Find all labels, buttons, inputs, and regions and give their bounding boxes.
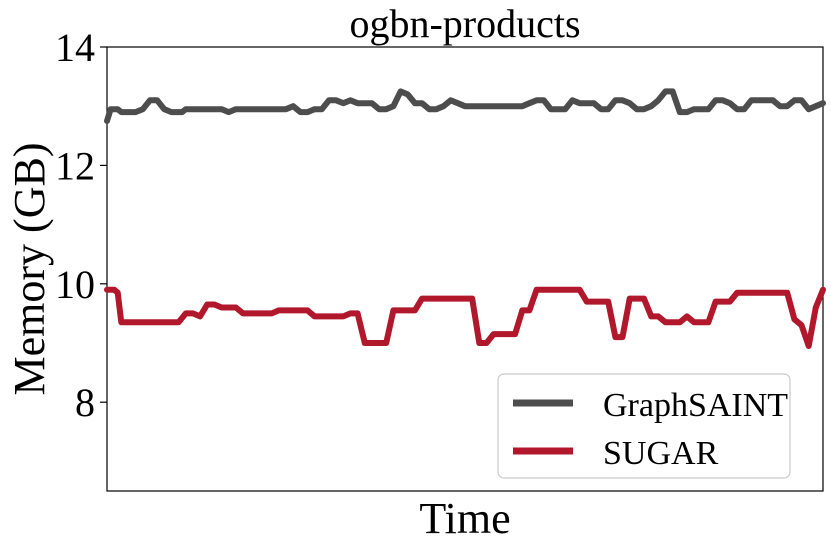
y-axis-ticks: 8 10 12 14 xyxy=(55,25,107,425)
chart-title: ogbn-products xyxy=(349,1,580,46)
series-lines xyxy=(104,88,826,349)
legend-label-sugar: SUGAR xyxy=(603,435,719,472)
series-line-graphsaint xyxy=(104,88,826,124)
x-axis-label: Time xyxy=(419,494,510,543)
legend-label-graphsaint: GraphSAINT xyxy=(603,387,788,424)
y-tick-label: 8 xyxy=(75,380,95,425)
y-tick-label: 12 xyxy=(55,143,95,188)
y-tick-label: 14 xyxy=(55,25,95,70)
legend: GraphSAINT SUGAR xyxy=(497,373,791,479)
series-line-sugar xyxy=(104,286,826,349)
y-axis-label: Memory (GB) xyxy=(5,143,54,396)
y-tick-label: 10 xyxy=(55,262,95,307)
plot-frame xyxy=(106,46,824,492)
